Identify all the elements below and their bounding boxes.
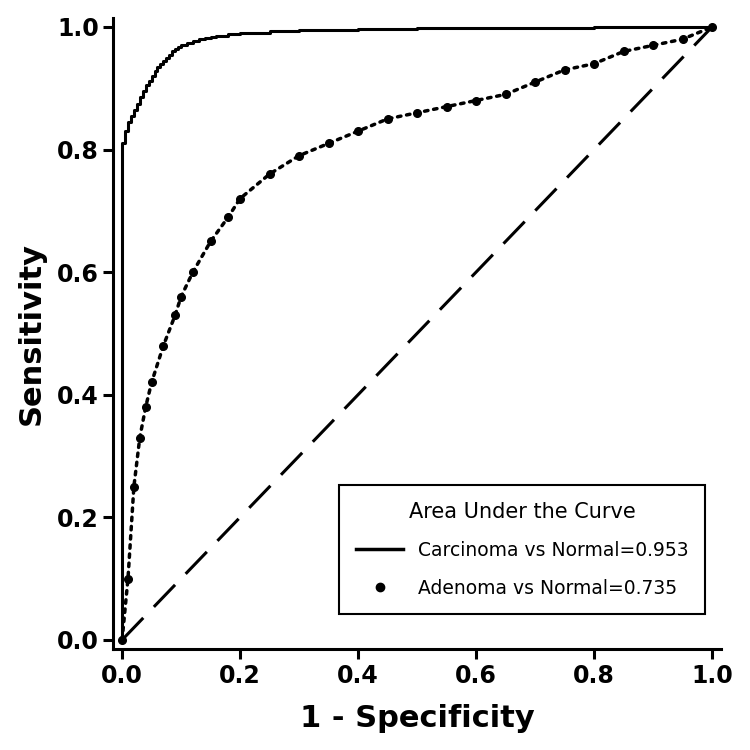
Y-axis label: Sensitivity: Sensitivity — [16, 242, 46, 425]
X-axis label: 1 - Specificity: 1 - Specificity — [300, 704, 535, 734]
Legend: Carcinoma vs Normal=0.953, Adenoma vs Normal=0.735: Carcinoma vs Normal=0.953, Adenoma vs No… — [339, 485, 706, 614]
